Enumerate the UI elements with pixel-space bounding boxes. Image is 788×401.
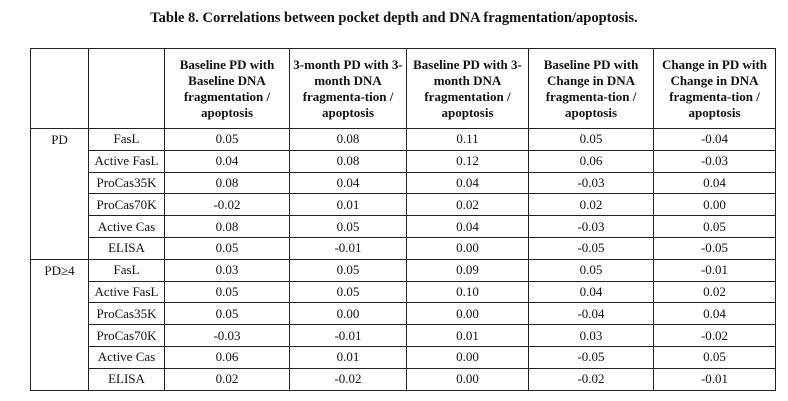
table-row: ELISA 0.02 -0.02 0.00 -0.02 -0.01: [31, 367, 776, 391]
correlation-value: 0.00: [289, 302, 407, 326]
correlation-value: 0.05: [164, 236, 290, 260]
correlation-value: 0.02: [528, 193, 654, 217]
table-row: ProCas35K 0.05 0.00 0.00 -0.04 0.04: [31, 302, 776, 326]
correlation-value: -0.04: [528, 302, 654, 326]
marker-label: ProCas70K: [88, 324, 165, 347]
correlation-value: 0.01: [289, 345, 407, 369]
correlation-value: -0.03: [653, 149, 776, 173]
correlation-value: 0.05: [289, 215, 407, 238]
marker-label: ELISA: [88, 367, 165, 391]
correlation-value: -0.01: [289, 324, 407, 347]
correlation-value: -0.02: [164, 193, 290, 217]
correlation-value: -0.01: [289, 236, 407, 260]
table-row: ProCas70K -0.02 0.01 0.02 0.02 0.00: [31, 193, 776, 217]
correlation-value: 0.08: [289, 128, 407, 151]
marker-label: Active Cas: [88, 215, 165, 238]
correlation-value: 0.06: [164, 345, 290, 369]
correlation-value: -0.01: [653, 258, 776, 282]
empty-header-cell: [88, 48, 165, 129]
correlation-value: -0.03: [528, 215, 654, 238]
correlation-value: 0.10: [406, 280, 529, 304]
table-row: Active Cas 0.06 0.01 0.00 -0.05 0.05: [31, 345, 776, 369]
group-label: PD≥4: [30, 258, 89, 391]
correlation-value: 0.05: [164, 302, 290, 326]
marker-label: FasL: [88, 128, 165, 151]
correlation-value: 0.05: [164, 128, 290, 151]
correlation-value: 0.05: [653, 345, 776, 369]
marker-label: ELISA: [88, 236, 165, 260]
table-body: PD FasL 0.05 0.08 0.11 0.05 -0.04 Active FasL 0.…: [30, 128, 776, 391]
correlation-value: 0.12: [406, 149, 529, 173]
table-row: ProCas70K -0.03 -0.01 0.01 0.03 -0.02: [31, 324, 776, 347]
correlation-value: 0.05: [164, 280, 290, 304]
correlation-value: 0.04: [164, 149, 290, 173]
correlation-value: 0.08: [164, 215, 290, 238]
correlation-value: 0.05: [528, 258, 654, 282]
correlation-value: 0.06: [528, 149, 654, 173]
correlation-value: 0.04: [528, 280, 654, 304]
table-caption: Table 8. Correlations between pocket dep…: [150, 10, 638, 26]
correlation-value: 0.00: [406, 236, 529, 260]
correlation-value: 0.02: [653, 280, 776, 304]
marker-label: ProCas35K: [88, 171, 165, 195]
correlation-value: -0.04: [653, 128, 776, 151]
correlation-value: 0.04: [653, 171, 776, 195]
correlation-value: -0.03: [164, 324, 290, 347]
table-row: Active FasL 0.05 0.05 0.10 0.04 0.02: [31, 280, 776, 304]
correlation-value: 0.03: [528, 324, 654, 347]
correlation-value: 0.05: [653, 215, 776, 238]
marker-label: FasL: [88, 258, 165, 282]
group-label: PD: [30, 128, 89, 260]
correlation-value: 0.01: [289, 193, 407, 217]
correlation-value: -0.02: [289, 367, 407, 391]
correlation-value: 0.03: [164, 258, 290, 282]
correlation-value: 0.00: [406, 302, 529, 326]
correlation-value: -0.02: [528, 367, 654, 391]
column-header: Baseline PD with 3-month DNA fragmentati…: [406, 48, 529, 129]
correlation-value: 0.05: [289, 280, 407, 304]
correlation-value: 0.04: [406, 171, 529, 195]
column-header: Baseline PD with Baseline DNA fragmentat…: [164, 48, 290, 129]
correlation-value: 0.01: [406, 324, 529, 347]
table-row: PD FasL 0.05 0.08 0.11 0.05 -0.04: [30, 128, 776, 260]
table-row: ELISA 0.05 -0.01 0.00 -0.05 -0.05: [31, 236, 776, 260]
correlation-value: 0.04: [406, 215, 529, 238]
correlation-value: -0.02: [653, 324, 776, 347]
correlation-value: -0.05: [528, 236, 654, 260]
marker-label: ProCas70K: [88, 193, 165, 217]
column-header: Baseline PD with Change in DNA fragmenta…: [528, 48, 654, 129]
correlation-value: 0.02: [406, 193, 529, 217]
table-row: PD≥4 FasL 0.03 0.05 0.09 0.05 -0.01: [30, 258, 776, 391]
correlation-value: 0.08: [164, 171, 290, 195]
correlation-value: 0.04: [653, 302, 776, 326]
table-row: Active Cas 0.08 0.05 0.04 -0.03 0.05: [31, 215, 776, 238]
column-header: 3-month PD with 3-month DNA fragmenta-ti…: [289, 48, 407, 129]
header-row: Baseline PD with Baseline DNA fragmentat…: [30, 48, 776, 129]
correlation-value: -0.01: [653, 367, 776, 391]
correlation-value: -0.03: [528, 171, 654, 195]
empty-header-cell: [30, 48, 89, 129]
correlation-value: -0.05: [653, 236, 776, 260]
correlation-value: 0.00: [406, 367, 529, 391]
correlation-value: 0.00: [406, 345, 529, 369]
correlation-value: 0.00: [653, 193, 776, 217]
correlation-value: 0.09: [406, 258, 529, 282]
correlation-value: -0.05: [528, 345, 654, 369]
correlation-value: 0.05: [528, 128, 654, 151]
correlation-value: 0.04: [289, 171, 407, 195]
column-header: Change in PD with Change in DNA fragment…: [653, 48, 776, 129]
table-row: ProCas35K 0.08 0.04 0.04 -0.03 0.04: [31, 171, 776, 195]
correlations-table: Baseline PD with Baseline DNA fragmentat…: [30, 48, 776, 391]
marker-label: Active Cas: [88, 345, 165, 369]
marker-label: Active FasL: [88, 149, 165, 173]
correlation-value: 0.02: [164, 367, 290, 391]
correlation-value: 0.08: [289, 149, 407, 173]
correlation-value: 0.11: [406, 128, 529, 151]
correlation-value: 0.05: [289, 258, 407, 282]
table-row: Active FasL 0.04 0.08 0.12 0.06 -0.03: [31, 149, 776, 173]
marker-label: Active FasL: [88, 280, 165, 304]
marker-label: ProCas35K: [88, 302, 165, 326]
